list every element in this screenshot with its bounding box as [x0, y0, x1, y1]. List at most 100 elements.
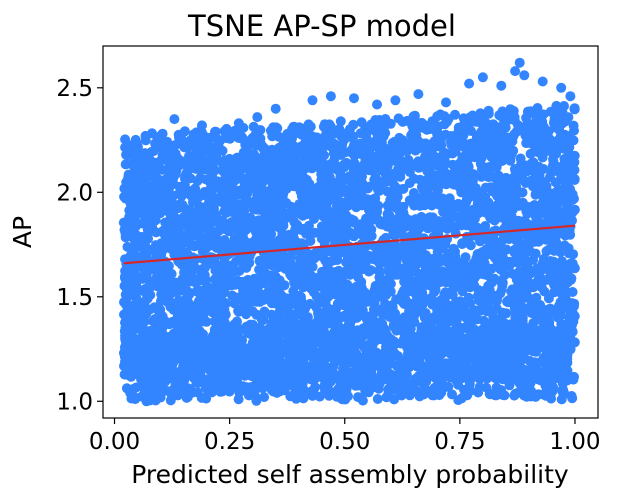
scatter-point [552, 199, 563, 210]
scatter-point [524, 326, 535, 337]
scatter-point [196, 267, 207, 278]
scatter-point [161, 149, 172, 159]
scatter-point [202, 257, 213, 268]
scatter-point [313, 181, 324, 192]
scatter-point [182, 298, 193, 308]
scatter-point [241, 262, 252, 273]
scatter-point [425, 319, 436, 330]
scatter-point [125, 320, 135, 331]
scatter-point [445, 210, 456, 221]
scatter-point [489, 234, 499, 245]
scatter-point [344, 320, 355, 331]
scatter-point [285, 251, 296, 262]
scatter-point [562, 331, 573, 342]
scatter-point [569, 204, 580, 215]
scatter-point [401, 317, 412, 328]
scatter-point [449, 313, 460, 324]
scatter-point [202, 139, 213, 150]
scatter-point [492, 323, 503, 334]
scatter-point [335, 235, 346, 246]
scatter-points [118, 57, 580, 407]
scatter-point [497, 337, 507, 348]
scatter-point [511, 274, 522, 285]
scatter-point [562, 145, 573, 156]
scatter-point [306, 151, 316, 162]
scatter-point [332, 245, 343, 255]
scatter-point [237, 132, 248, 143]
scatter-point [503, 114, 514, 125]
scatter-point [149, 314, 160, 325]
scatter-point [349, 229, 360, 240]
scatter-point [280, 301, 291, 312]
scatter-point [254, 325, 265, 336]
scatter-point [289, 312, 300, 323]
scatter-point [320, 192, 331, 203]
scatter-point [161, 183, 172, 194]
scatter-point [338, 183, 349, 194]
scatter-point [366, 231, 377, 241]
scatter-point [357, 199, 368, 210]
scatter-point [454, 159, 465, 170]
scatter-point [335, 116, 346, 127]
scatter-point [313, 308, 323, 319]
scatter-point [290, 218, 301, 229]
scatter-point [360, 157, 371, 168]
scatter-point [502, 219, 513, 230]
scatter-point [292, 149, 303, 160]
scatter-point [563, 243, 574, 254]
scatter-point [151, 227, 162, 238]
scatter-point [503, 233, 514, 244]
scatter-point [404, 178, 415, 189]
scatter-point [382, 186, 393, 197]
scatter-point [538, 109, 549, 120]
scatter-point [539, 137, 550, 148]
scatter-point [305, 121, 316, 132]
scatter-point [213, 142, 224, 153]
scatter-point [143, 166, 154, 177]
scatter-point [259, 187, 270, 198]
scatter-point [337, 275, 348, 286]
scatter-point [421, 258, 432, 269]
scatter-point [384, 201, 395, 212]
scatter-point [262, 169, 273, 180]
scatter-point [259, 237, 270, 248]
scatter-point [380, 114, 391, 124]
scatter-point [166, 193, 177, 204]
scatter-point [236, 155, 247, 166]
scatter-point [373, 265, 384, 276]
scatter-point [482, 325, 493, 336]
scatter-point [522, 284, 533, 295]
scatter-point [273, 131, 284, 142]
scatter-point [506, 325, 517, 336]
scatter-point [124, 205, 135, 216]
scatter-point [327, 225, 338, 236]
scatter-point [127, 368, 137, 379]
scatter-point [306, 323, 317, 334]
scatter-point [309, 203, 319, 214]
scatter-point [211, 304, 221, 315]
scatter-point [523, 335, 534, 346]
scatter-point [262, 250, 273, 261]
scatter-point [179, 279, 190, 289]
scatter-point [440, 156, 451, 167]
scatter-point [170, 148, 181, 159]
scatter-point [186, 134, 196, 145]
scatter-point [536, 282, 547, 293]
scatter-point [152, 351, 163, 362]
scatter-point [276, 257, 287, 267]
scatter-point [462, 186, 473, 197]
scatter-point [182, 333, 193, 344]
scatter-point [121, 191, 132, 202]
scatter-point [420, 159, 431, 170]
scatter-point [143, 348, 154, 359]
scatter-point [566, 391, 577, 401]
scatter-point [304, 185, 315, 196]
scatter-point [457, 214, 468, 225]
scatter-point [386, 217, 397, 228]
scatter-point [294, 174, 305, 185]
scatter-point [359, 322, 370, 333]
scatter-point [401, 220, 412, 230]
scatter-point [438, 206, 449, 217]
scatter-point [435, 307, 446, 318]
scatter-point [156, 238, 167, 249]
